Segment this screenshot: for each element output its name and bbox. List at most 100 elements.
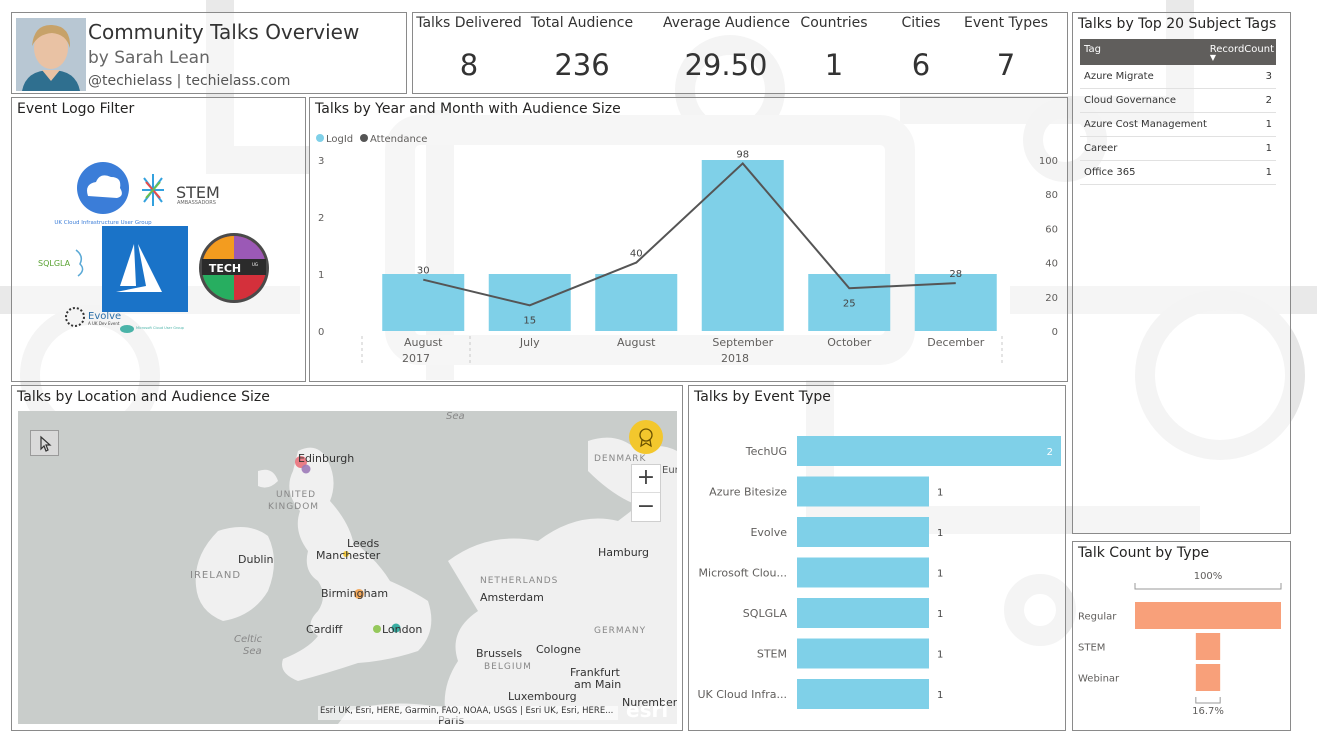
bar-data-label: 1: [937, 528, 943, 539]
month-bar[interactable]: [382, 274, 465, 331]
month-bar[interactable]: [595, 274, 678, 331]
y-axis-right-tick: 0: [1052, 327, 1058, 338]
kpi-total-audience[interactable]: Total Audience 236: [527, 13, 637, 93]
techug-logo[interactable]: TECH UG: [199, 233, 269, 303]
panel-title: Event Logo Filter: [17, 101, 135, 117]
kpi-value: 236: [554, 48, 610, 82]
table-row[interactable]: Career 1: [1080, 137, 1276, 161]
bar-data-label: 1: [937, 690, 943, 701]
attendance-data-label: 15: [523, 315, 536, 326]
category-label: Microsoft Clou...: [699, 567, 787, 580]
map-label: Cologne: [536, 643, 581, 656]
event-type-bar[interactable]: [797, 638, 929, 669]
event-type-bar[interactable]: [797, 679, 929, 709]
azure-logo[interactable]: [102, 226, 188, 312]
count-cell: 1: [1265, 167, 1272, 178]
bar-data-label: 1: [937, 609, 943, 620]
table-row[interactable]: Cloud Governance 2: [1080, 89, 1276, 113]
event-type-bar[interactable]: [797, 557, 929, 588]
kpi-talks-delivered[interactable]: Talks Delivered 8: [415, 13, 523, 93]
location-bubble-birmingham[interactable]: [354, 589, 364, 599]
map-label: Sea: [243, 646, 262, 657]
funnel-bar[interactable]: [1195, 633, 1221, 660]
kpi-cities[interactable]: Cities 6: [889, 13, 953, 93]
event-type-bar[interactable]: [797, 436, 1061, 466]
talks-by-month-chart-panel: Talks by Year and Month with Audience Si…: [309, 97, 1068, 382]
month-bar[interactable]: [808, 274, 891, 331]
column-header-recordcount[interactable]: RecordCount: [1209, 44, 1274, 55]
kpi-event-types[interactable]: Event Types 7: [961, 13, 1051, 93]
category-label: UK Cloud Infra...: [697, 688, 787, 701]
tag-cell: Career: [1084, 143, 1118, 154]
event-type-bar[interactable]: [797, 476, 929, 507]
talk-count-by-type-panel: Talk Count by Type 100% Regular STEM Webina…: [1072, 541, 1291, 731]
map-label: am Main: [574, 678, 621, 691]
count-cell: 2: [1265, 95, 1272, 106]
funnel-bar[interactable]: [1135, 602, 1281, 629]
table-header: Tag RecordCount ▼: [1080, 39, 1276, 65]
kpi-value: 6: [911, 48, 931, 82]
logo-collage: UK Cloud Infrastructure User Group STEM …: [38, 162, 269, 333]
panel-title: Talk Count by Type: [1078, 545, 1210, 561]
location-bubble-london-2[interactable]: [391, 623, 401, 633]
map-canvas[interactable]: Sea DENMARK Europe Edinburgh UNITED KING…: [18, 411, 677, 724]
table-row[interactable]: Azure Cost Management 1: [1080, 113, 1276, 137]
location-bubble-london-1[interactable]: [373, 625, 381, 633]
month-bar[interactable]: [488, 274, 571, 331]
year-label: 2018: [721, 352, 749, 365]
stem-logo[interactable]: STEM AMBASSADORS: [142, 174, 220, 206]
techug-logo-text: TECH: [209, 262, 241, 275]
count-cell: 1: [1265, 119, 1272, 130]
legend-label-logid[interactable]: LogId: [326, 134, 353, 145]
location-bubble-manchester[interactable]: [343, 551, 349, 557]
map-label: Celtic: [234, 634, 263, 645]
map-label: KINGDOM: [268, 502, 319, 512]
map-label: Hamburg: [598, 546, 649, 559]
location-bubble-edinburgh-2[interactable]: [301, 464, 311, 474]
author-handle: @techielass | techielass.com: [88, 73, 291, 89]
attendance-data-label: 28: [949, 269, 962, 280]
event-type-bar[interactable]: [797, 598, 929, 628]
map-label: London: [382, 623, 422, 636]
month-bar[interactable]: [701, 160, 784, 331]
map-label: Europe: [662, 465, 677, 476]
legend-label-attendance[interactable]: Attendance: [370, 134, 427, 145]
funnel-top-percent: 100%: [1194, 571, 1223, 582]
funnel-stage-label: STEM: [1078, 643, 1105, 654]
map-zoom-control: + −: [631, 464, 661, 522]
map-label: IRELAND: [190, 570, 241, 581]
funnel-top-bracket: [1134, 583, 1282, 590]
legend-swatch-logid: [316, 134, 324, 142]
event-type-bar[interactable]: [797, 517, 929, 547]
map-select-tool-button[interactable]: [30, 430, 59, 456]
zoom-in-button[interactable]: +: [632, 465, 660, 493]
kpi-average-audience[interactable]: Average Audience 29.50: [663, 13, 790, 93]
microsoft-cloud-ug-logo[interactable]: Microsoft Cloud User Group: [120, 325, 185, 333]
evolve-logo-subtext: A UK Dev Event: [88, 321, 120, 326]
stem-logo-text: STEM: [176, 183, 220, 202]
panel-title: Talks by Top 20 Subject Tags: [1078, 16, 1277, 32]
header-card: Community Talks Overview by Sarah Lean @…: [11, 12, 407, 94]
kpi-label: Talks Delivered: [416, 15, 522, 31]
table-row[interactable]: Azure Migrate 3: [1080, 65, 1276, 89]
evolve-logo[interactable]: Evolve A UK Dev Event: [65, 307, 121, 327]
funnel-bar[interactable]: [1195, 664, 1221, 691]
panel-title: Talks by Event Type: [694, 389, 831, 405]
map-attribution: Esri UK, Esri, HERE, Garmin, FAO, NOAA, …: [318, 706, 618, 720]
map-label: Sea: [446, 411, 465, 422]
attendance-data-label: 25: [843, 298, 856, 309]
kpi-countries[interactable]: Countries 1: [795, 13, 873, 93]
sqlgla-logo[interactable]: SQLGLA: [38, 249, 84, 277]
table-row[interactable]: Office 365 1: [1080, 161, 1276, 185]
funnel-stage-label: Webinar: [1078, 674, 1120, 685]
x-axis-month-label: July: [519, 336, 540, 349]
zoom-out-button[interactable]: −: [636, 494, 656, 519]
map-label: Edinburgh: [298, 452, 354, 465]
map-focus-badge-button[interactable]: [629, 420, 663, 454]
month-bar[interactable]: [914, 274, 997, 331]
ukcloud-logo[interactable]: UK Cloud Infrastructure User Group: [54, 162, 152, 226]
column-header-tag[interactable]: Tag: [1084, 44, 1101, 55]
evolve-logo-text: Evolve: [88, 311, 121, 322]
kpi-value: 1: [824, 48, 844, 82]
x-axis-month-label: December: [927, 336, 985, 349]
